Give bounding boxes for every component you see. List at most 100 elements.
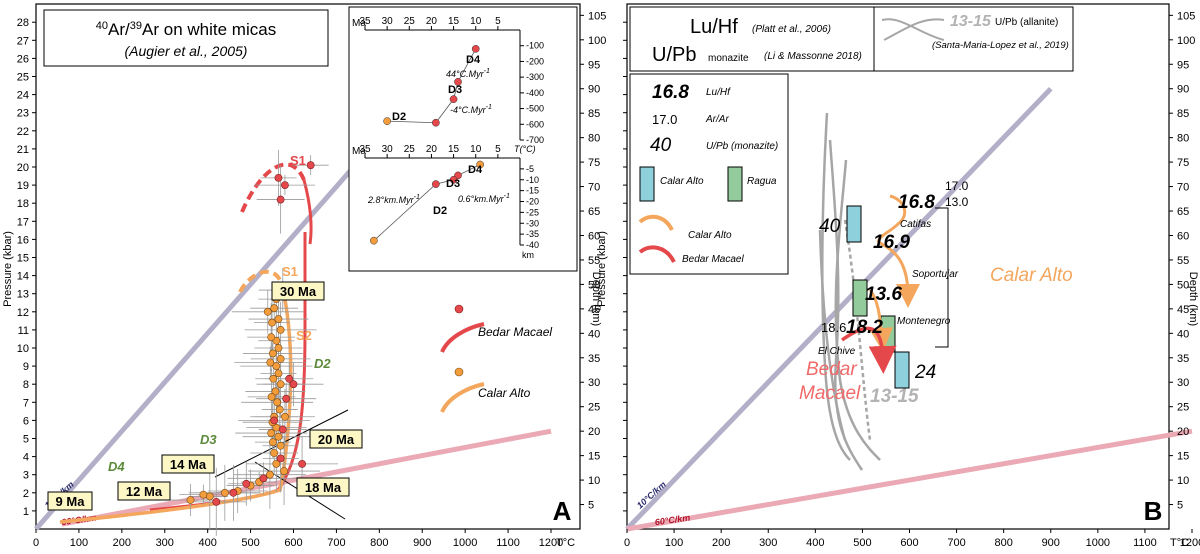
y-tick-label: 24 xyxy=(17,90,29,102)
depth-tick-label: 15 xyxy=(588,451,600,463)
inset-rate-2: -4°C.Myr-1 xyxy=(450,104,492,115)
y-axis-label: Pressure (kbar) xyxy=(2,231,14,307)
legend-box2-label: Ragua xyxy=(747,176,777,187)
inset-temp-tick-label: -300 xyxy=(526,72,544,82)
age-9: 9 Ma xyxy=(56,494,86,509)
calar-alto-sample xyxy=(270,304,279,313)
label-s2: S2 xyxy=(296,328,312,343)
calar-alto-sample xyxy=(274,344,283,352)
depth-tick-label: 85 xyxy=(1177,108,1189,120)
x-tick-label: 0 xyxy=(33,537,39,549)
depth-tick-label: 90 xyxy=(588,84,600,96)
bedar-macael-sample xyxy=(278,425,287,434)
calar-alto-bracket xyxy=(935,207,949,348)
bedar-macael-sample xyxy=(298,459,306,468)
bedar-path-chive xyxy=(840,326,897,374)
rate-sup: -1 xyxy=(486,104,492,111)
depth-tick-label: 40 xyxy=(588,328,600,340)
y-tick-label: 10 xyxy=(17,343,29,355)
label-s1-bedar: S1 xyxy=(290,153,306,168)
allanite-box xyxy=(873,6,1074,72)
age-30: 30 Ma xyxy=(280,284,317,299)
big-label-bedar: Bedar xyxy=(806,359,857,380)
y-tick-label: 15 xyxy=(17,253,29,265)
x-tick-label: 0 xyxy=(624,537,630,549)
depth-tick-label: 100 xyxy=(588,35,606,47)
depth-tick-label: 15 xyxy=(1177,451,1189,463)
inset-d2-b: D2 xyxy=(433,205,447,217)
depth-axis-label: Depth (km) xyxy=(1187,272,1199,326)
bedar-macael-sample xyxy=(285,374,294,383)
rate-sup: -1 xyxy=(504,193,510,200)
x-tick-label: 700 xyxy=(947,537,965,549)
x-tick-label: 800 xyxy=(994,537,1012,549)
x-tick-label: 600 xyxy=(284,537,302,549)
depth-tick-label: 80 xyxy=(588,133,600,145)
inset-time-tick-label-b: 10 xyxy=(470,144,482,155)
inset-d2: D2 xyxy=(392,111,406,123)
y-tick-label: 3 xyxy=(23,470,29,482)
legend-box-green xyxy=(727,166,743,202)
x-tick-label: 500 xyxy=(241,537,259,549)
geotherm-60-label: 60°C/km xyxy=(654,512,691,527)
title-upb-ref: (Li & Massonne 2018) xyxy=(764,51,862,62)
depth-axis-label: Depth (km) xyxy=(590,272,602,326)
place-chive: El Chive xyxy=(818,346,856,357)
y-tick-label: 16 xyxy=(17,234,29,246)
calar-alto-sample xyxy=(274,315,283,323)
depth-tick-label: 90 xyxy=(1177,84,1189,96)
inset-depth-tick-label: -35 xyxy=(526,229,539,239)
age-18-2: 18.2 xyxy=(846,317,883,338)
calar-alto-sample xyxy=(263,307,272,316)
depth-tick-label: 105 xyxy=(588,10,606,22)
legend-calar-dot xyxy=(454,367,464,377)
y-tick-label: 25 xyxy=(17,72,29,84)
x-tick-label: 300 xyxy=(156,537,174,549)
inset-time-tick-label: 10 xyxy=(470,16,482,27)
legend-bedar-line xyxy=(440,322,485,353)
x-tick-label: 200 xyxy=(113,537,131,549)
calar-alto-sample xyxy=(265,470,274,479)
inset-temp-sample xyxy=(471,45,480,53)
y-tick-label: 17 xyxy=(17,216,29,228)
x-tick-label: 800 xyxy=(370,537,388,549)
inset-rate-3: 0.6°km.Myr-1 xyxy=(458,193,510,204)
inset-temp-tick-label: -100 xyxy=(526,41,544,51)
x-tick-label: 200 xyxy=(712,537,730,549)
samples-a xyxy=(160,149,339,536)
age-16-9: 16.9 xyxy=(873,232,910,253)
depth-tick-label: 35 xyxy=(588,353,600,365)
bedar-macael-sample xyxy=(282,394,291,403)
y-tick-label: 12 xyxy=(17,307,29,319)
legend-line2-label: Bedar Macael xyxy=(682,254,744,265)
x-tick-label: 1200 xyxy=(1180,537,1200,549)
legend-bedar-dot xyxy=(454,304,464,314)
inset-time-tick-label: 5 xyxy=(495,16,501,27)
title-upb: U/Pb xyxy=(652,44,696,66)
calar-alto-box-24 xyxy=(894,351,910,389)
depth-tick-label: 25 xyxy=(588,402,600,414)
x-tick-label: 900 xyxy=(1042,537,1060,549)
bedar-macael-sample xyxy=(229,488,238,497)
y-tick-label: 21 xyxy=(17,144,29,156)
inset-temp-tick-label: -200 xyxy=(526,56,544,66)
calar-alto-sample xyxy=(268,438,277,447)
depth-tick-label: 80 xyxy=(1177,133,1189,145)
x-tick-label: 700 xyxy=(327,537,345,549)
depth-tick-label: 60 xyxy=(1177,230,1189,242)
legend-bedar-label: Bedar Macael xyxy=(478,325,552,339)
depth-tick-label: 20 xyxy=(1177,426,1189,438)
inset-time-tick-label: 20 xyxy=(426,16,438,27)
bedar-s1-dashed-path xyxy=(240,162,306,213)
inset-temp-label: T(°C) xyxy=(514,144,536,154)
y-axis-label: Pressure (kbar) xyxy=(596,231,608,307)
x-axis-label: T°C xyxy=(1170,537,1189,549)
calar-alto-sample xyxy=(276,380,285,389)
inset-time-tick-label: 15 xyxy=(448,16,460,27)
inset-time-tick-label-b: 25 xyxy=(404,144,416,155)
inset-time-tick-label-b: 15 xyxy=(448,144,460,155)
calar-alto-sample xyxy=(274,432,283,441)
inset-frame xyxy=(348,6,578,272)
bedar-s1-path xyxy=(302,179,313,245)
